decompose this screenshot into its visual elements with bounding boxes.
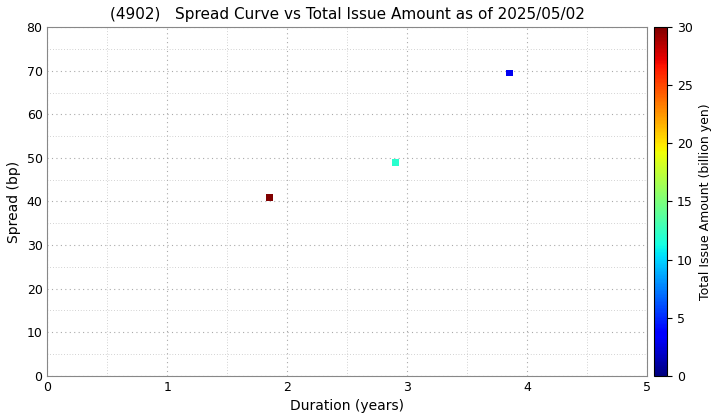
Title: (4902)   Spread Curve vs Total Issue Amount as of 2025/05/02: (4902) Spread Curve vs Total Issue Amoun…: [110, 7, 585, 22]
Point: [503, 70, 515, 76]
X-axis label: Duration (years): Duration (years): [290, 399, 405, 413]
Y-axis label: Total Issue Amount (billion yen): Total Issue Amount (billion yen): [698, 103, 711, 300]
Y-axis label: Spread (bp): Spread (bp): [7, 160, 21, 242]
Point: [390, 159, 401, 165]
Point: [264, 194, 275, 200]
